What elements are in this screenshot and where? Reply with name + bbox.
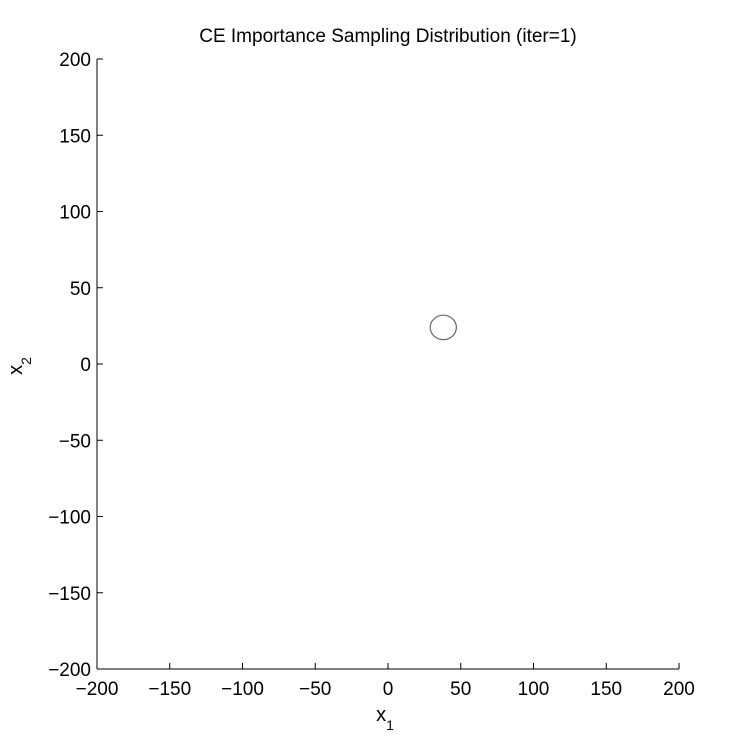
x-tick-label: −50 xyxy=(299,679,331,700)
y-axis-label-base: x xyxy=(5,365,27,375)
x-tick-label: 50 xyxy=(450,679,471,700)
x-tick-label: 150 xyxy=(590,679,622,700)
x-axis-ticks: −200 −150 −100 −50 0 50 100 150 200 xyxy=(76,663,695,700)
y-axis-label: x2 xyxy=(5,357,34,375)
y-tick-label: 100 xyxy=(59,203,91,224)
y-tick-label: −50 xyxy=(59,431,91,452)
distribution-ellipse xyxy=(429,314,457,341)
y-tick-label: −150 xyxy=(48,584,91,605)
plot-area xyxy=(429,314,457,341)
y-tick-label: 0 xyxy=(80,355,91,376)
x-tick-label: −150 xyxy=(148,679,191,700)
x-axis-label-base: x xyxy=(376,704,386,726)
y-tick-label: 50 xyxy=(70,279,91,300)
x-tick-label: 100 xyxy=(518,679,550,700)
x-tick-label: −200 xyxy=(76,679,119,700)
y-tick-label: −200 xyxy=(48,660,91,681)
y-axis-label-subscript: 2 xyxy=(18,357,34,365)
x-axis-label-subscript: 1 xyxy=(386,717,394,733)
y-axis-ticks: −200 −150 −100 −50 0 50 100 150 200 xyxy=(48,50,103,681)
x-axis-label: x1 xyxy=(376,704,394,733)
x-tick-label: 200 xyxy=(663,679,695,700)
y-tick-label: 150 xyxy=(59,126,91,147)
y-tick-label: −100 xyxy=(48,508,91,529)
chart-title: CE Importance Sampling Distribution (ite… xyxy=(199,26,577,47)
y-tick-label: 200 xyxy=(59,50,91,71)
x-tick-label: 0 xyxy=(383,679,394,700)
x-tick-label: −100 xyxy=(221,679,264,700)
